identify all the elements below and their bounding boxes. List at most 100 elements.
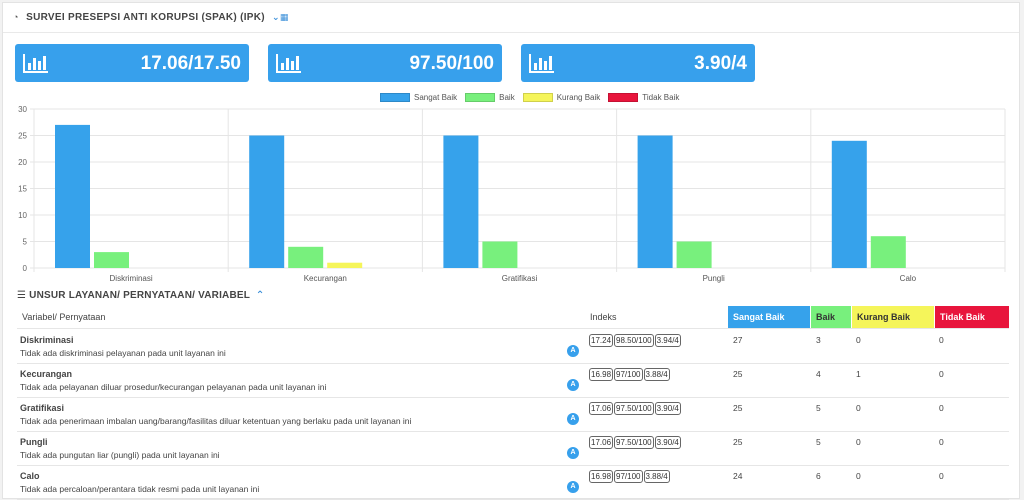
- row-divider: [17, 431, 1009, 432]
- count-sangat-baik: 24: [733, 471, 743, 481]
- index-scale: 3.88/4: [643, 368, 670, 381]
- count-tidak-baik: 0: [939, 369, 944, 379]
- count-tidak-baik: 0: [939, 335, 944, 345]
- index-scale: 3.90/4: [654, 436, 681, 449]
- count-sangat-baik: 25: [733, 403, 743, 413]
- index-score: 17.06: [589, 436, 614, 449]
- section-title: ☰ UNSUR LAYANAN/ PERNYATAAN/ VARIABEL ⌃: [17, 290, 264, 301]
- table-row: Calo Tidak ada percaloan/perantara tidak …: [17, 465, 1009, 499]
- stat-box-2: 97.50/100: [268, 44, 502, 82]
- index-values: 17.06 97.50/100 3.90/4: [589, 402, 682, 415]
- index-score: 16.98: [589, 470, 614, 483]
- grade-badge[interactable]: A: [567, 447, 579, 459]
- chevron-down-chart-icon[interactable]: ⌄▦: [272, 12, 289, 22]
- count-tidak-baik: 0: [939, 403, 944, 413]
- legend-swatch: [380, 93, 410, 102]
- count-baik: 6: [816, 471, 821, 481]
- legend-label: Tidak Baik: [642, 93, 680, 102]
- bar-sangat-baik[interactable]: [55, 124, 90, 269]
- grade-badge[interactable]: A: [567, 379, 579, 391]
- y-tick-label: 20: [18, 158, 27, 167]
- x-tick-label: Diskriminasi: [110, 274, 153, 283]
- count-kurang-baik: 0: [856, 335, 861, 345]
- x-tick-label: Kecurangan: [304, 274, 347, 283]
- index-score: 16.98: [589, 368, 614, 381]
- variable-name: Diskriminasi: [20, 335, 74, 345]
- th-tidak-baik: Tidak Baik: [935, 306, 1009, 328]
- bar-baik[interactable]: [870, 236, 906, 268]
- count-sangat-baik: 25: [733, 437, 743, 447]
- variable-name: Calo: [20, 471, 40, 481]
- legend-swatch: [608, 93, 639, 102]
- bar-baik[interactable]: [676, 241, 712, 269]
- bar-chart-icon: [529, 54, 554, 73]
- table-row: Diskriminasi Tidak ada diskriminasi pelay…: [17, 329, 1009, 363]
- row-divider: [17, 397, 1009, 398]
- bar-kurang-baik[interactable]: [327, 262, 363, 268]
- legend-label: Baik: [499, 93, 515, 102]
- th-indeks: Indeks: [590, 312, 617, 322]
- legend-item-sangat-baik[interactable]: Sangat Baik: [380, 93, 457, 102]
- count-sangat-baik: 27: [733, 335, 743, 345]
- index-score: 17.24: [589, 334, 614, 347]
- index-percent: 97.50/100: [614, 402, 654, 415]
- row-divider: [17, 363, 1009, 364]
- legend-label: Kurang Baik: [556, 93, 601, 102]
- bar-sangat-baik[interactable]: [831, 140, 867, 268]
- bar-sangat-baik[interactable]: [637, 135, 673, 269]
- legend-label: Sangat Baik: [414, 93, 458, 102]
- table-row: Pungli Tidak ada pungutan liar (pungli) p…: [17, 431, 1009, 465]
- variable-description: Tidak ada pungutan liar (pungli) pada un…: [20, 450, 220, 460]
- row-divider: [17, 465, 1009, 466]
- table-row: Gratifikasi Tidak ada penerimaan imbalan …: [17, 397, 1009, 431]
- count-tidak-baik: 0: [939, 437, 944, 447]
- index-percent: 97/100: [614, 368, 643, 381]
- variable-description: Tidak ada percaloan/perantara tidak resm…: [20, 484, 260, 494]
- bar-sangat-baik[interactable]: [249, 135, 285, 269]
- count-baik: 4: [816, 369, 821, 379]
- index-scale: 3.94/4: [654, 334, 681, 347]
- section-title-text: UNSUR LAYANAN/ PERNYATAAN/ VARIABEL: [29, 290, 250, 301]
- variable-description: Tidak ada penerimaan imbalan uang/barang…: [20, 416, 412, 426]
- th-variable: Variabel/ Pernyataan: [22, 312, 106, 322]
- chevron-up-icon[interactable]: ⌃: [255, 290, 265, 301]
- y-tick-label: 25: [18, 132, 27, 141]
- count-baik: 5: [816, 437, 821, 447]
- y-tick-label: 15: [18, 185, 27, 194]
- bar-baik[interactable]: [482, 241, 518, 269]
- index-scale: 3.88/4: [643, 470, 670, 483]
- bar-baik[interactable]: [288, 246, 324, 268]
- table-row: Kecurangan Tidak ada pelayanan diluar pro…: [17, 363, 1009, 397]
- legend-item-tidak-baik[interactable]: Tidak Baik: [608, 93, 679, 102]
- panel-title-text: SURVEI PRESEPSI ANTI KORUPSI (SPAK) (IPK…: [26, 12, 265, 23]
- count-kurang-baik: 0: [856, 403, 861, 413]
- count-baik: 5: [816, 403, 821, 413]
- index-score: 17.06: [589, 402, 614, 415]
- index-percent: 98.50/100: [614, 334, 654, 347]
- th-baik: Baik: [811, 306, 851, 328]
- grade-badge[interactable]: A: [567, 345, 579, 357]
- index-values: 17.24 98.50/100 3.94/4: [589, 334, 682, 347]
- index-scale: 3.90/4: [654, 402, 681, 415]
- variable-name: Gratifikasi: [20, 403, 65, 413]
- index-percent: 97.50/100: [614, 436, 654, 449]
- dashboard-icon: ◔: [13, 12, 19, 22]
- bar-baik[interactable]: [94, 252, 129, 268]
- count-baik: 3: [816, 335, 821, 345]
- legend-item-kurang-baik[interactable]: Kurang Baik: [522, 93, 601, 102]
- variable-description: Tidak ada pelayanan diluar prosedur/kecu…: [20, 382, 327, 392]
- count-sangat-baik: 25: [733, 369, 743, 379]
- y-tick-label: 5: [23, 238, 28, 247]
- header-divider: [17, 328, 1009, 329]
- grade-badge[interactable]: A: [567, 413, 579, 425]
- list-icon: ☰: [17, 290, 27, 301]
- y-tick-label: 10: [18, 211, 27, 220]
- chart-legend: Sangat Baik Baik Kurang Baik Tidak Baik: [380, 93, 687, 102]
- variable-name: Kecurangan: [20, 369, 73, 379]
- panel-title: ◔ SURVEI PRESEPSI ANTI KORUPSI (SPAK) (I…: [13, 12, 289, 23]
- bar-sangat-baik[interactable]: [443, 135, 479, 269]
- bar-chart-icon: [23, 54, 48, 73]
- stat-box-1: 17.06/17.50: [15, 44, 249, 82]
- legend-item-baik[interactable]: Baik: [465, 93, 515, 102]
- grade-badge[interactable]: A: [567, 481, 579, 493]
